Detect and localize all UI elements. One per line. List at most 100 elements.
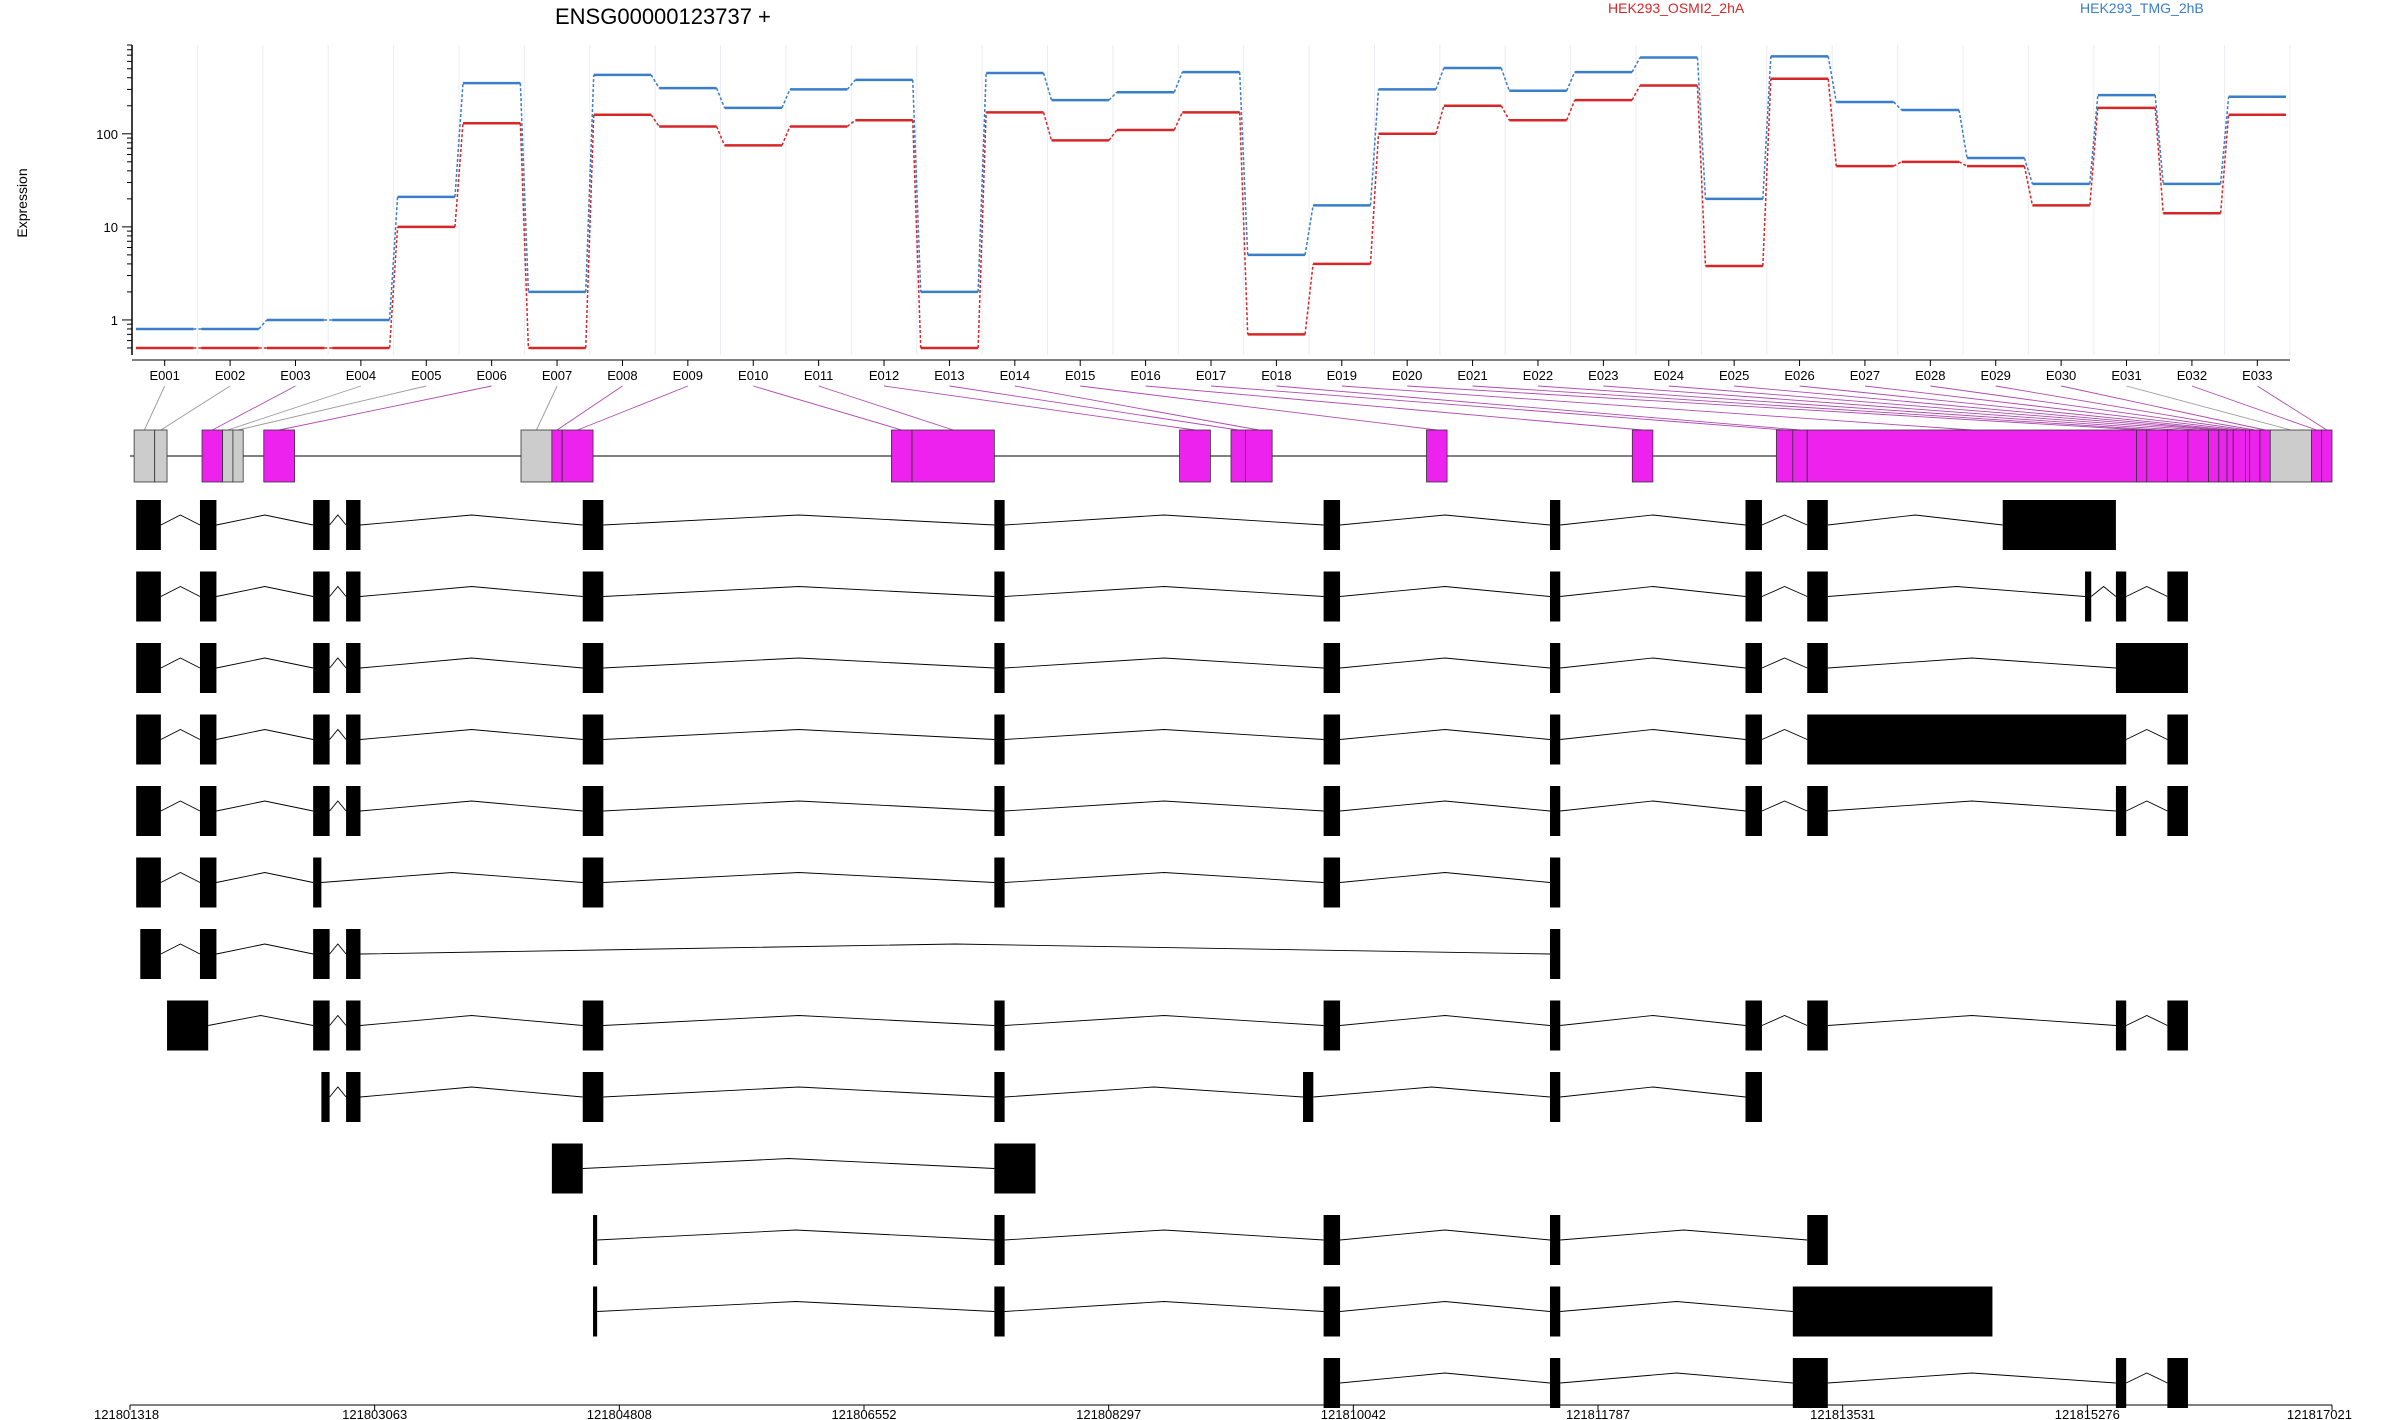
series-connector: [715, 126, 726, 146]
genomic-tick-label: 121801318: [94, 1407, 159, 1420]
transcript-exon: [1323, 1358, 1341, 1408]
connector-line: [1995, 385, 2255, 431]
exon-E018: [1792, 429, 1808, 483]
intron-line: [208, 1015, 314, 1026]
connector-line: [1668, 385, 2214, 431]
series-connector: [1762, 56, 1772, 199]
transcript-exon: [346, 714, 361, 765]
exon-E026: [2226, 429, 2234, 483]
transcript-10: [551, 1143, 1036, 1194]
transcript-exon: [2115, 571, 2127, 622]
transcript-exon: [994, 500, 1005, 550]
category-label: E002: [215, 368, 245, 383]
exon-E019: [1806, 429, 2137, 483]
exon-E015: [1426, 429, 1448, 483]
connector-line: [1603, 385, 2199, 431]
intron-line: [1340, 657, 1551, 669]
transcript-exon: [2167, 786, 2188, 836]
genomic-tick-label: 121813531: [1810, 1407, 1875, 1420]
connector-line: [1080, 385, 1437, 431]
series-connector: [1958, 109, 1968, 159]
transcript-exon: [313, 714, 330, 765]
series-connector: [1696, 85, 1707, 267]
intron-line: [1340, 1301, 1551, 1312]
exon-E007: [520, 429, 553, 483]
transcript-exon: [346, 786, 361, 836]
connector-line: [143, 385, 166, 431]
category-label: E016: [1130, 368, 1160, 383]
exon-E025: [2218, 429, 2228, 483]
transcript-exon: [1807, 571, 1828, 622]
intron-line: [1004, 1229, 1324, 1241]
connector-line: [556, 385, 623, 431]
transcript-exon: [199, 500, 217, 550]
intron-line: [360, 657, 583, 669]
transcript-exon: [1323, 571, 1341, 622]
series-connector: [781, 89, 791, 109]
intron-line: [321, 872, 583, 883]
intron-line: [216, 657, 314, 669]
connector-line: [1407, 385, 2142, 431]
intron-line: [1004, 657, 1324, 669]
series-connector: [846, 119, 856, 128]
transcript-exon: [313, 929, 330, 979]
series-connector: [388, 226, 399, 349]
intron-line: [1560, 800, 1746, 812]
series-connector: [2089, 107, 2099, 206]
transcript-exon: [1549, 714, 1561, 765]
transcript-exon: [1549, 1286, 1561, 1337]
transcript-exon: [1549, 643, 1561, 693]
intron-line: [329, 1086, 347, 1098]
series-connector: [1565, 99, 1576, 121]
transcript-exon: [136, 786, 161, 836]
transcript-exon: [136, 500, 161, 550]
exon-E016: [1631, 429, 1654, 483]
transcript-exon: [994, 1215, 1005, 1265]
genomic-tick-label: 121817021: [2287, 1407, 2352, 1420]
transcript-exon: [2002, 500, 2116, 550]
exon-E001: [133, 429, 156, 483]
transcript-8: [167, 1000, 2188, 1051]
intron-line: [603, 729, 995, 740]
series-connector: [1238, 72, 1249, 255]
transcript-exon: [2167, 1000, 2188, 1051]
transcript-exon: [1745, 571, 1762, 622]
intron-line: [2126, 800, 2168, 812]
intron-line: [329, 585, 347, 597]
connector-line: [536, 385, 558, 431]
transcript-exon: [2167, 1358, 2188, 1408]
connector-line: [1014, 385, 1259, 431]
transcript-exon: [1549, 786, 1561, 836]
intron-line: [329, 800, 347, 812]
series-connector: [2023, 157, 2034, 185]
transcript-exon: [167, 1000, 209, 1051]
transcript-exon: [2115, 1000, 2127, 1051]
transcript-exon: [136, 857, 161, 908]
intron-line: [329, 657, 347, 669]
genomic-tick-label: 121806552: [831, 1407, 896, 1420]
series-connector: [454, 123, 464, 227]
intron-line: [1004, 1301, 1324, 1312]
connector-line: [1864, 385, 2240, 431]
connector-line: [818, 385, 954, 431]
exon-connectors: [143, 385, 2328, 431]
transcript-exon: [313, 571, 330, 622]
series-connector: [1500, 105, 1510, 121]
series-connector: [1696, 57, 1707, 199]
transcript-exon: [346, 929, 361, 979]
transcript-exon: [1807, 786, 1828, 836]
exon-E002: [154, 429, 168, 483]
y-axis: 1 10 100: [96, 44, 133, 355]
exon-E013: [1230, 429, 1246, 483]
intron-line: [216, 800, 314, 812]
genomic-tick-label: 121803063: [342, 1407, 407, 1420]
transcript-exon: [2167, 571, 2188, 622]
intron-line: [1004, 514, 1324, 526]
transcript-exon: [1549, 1000, 1561, 1051]
intron-line: [1340, 586, 1551, 597]
category-label: E006: [476, 368, 506, 383]
transcript-exon: [1303, 1072, 1314, 1122]
exon-E017: [1775, 429, 1794, 483]
transcript-exon: [1549, 500, 1561, 550]
intron-line: [603, 586, 995, 597]
